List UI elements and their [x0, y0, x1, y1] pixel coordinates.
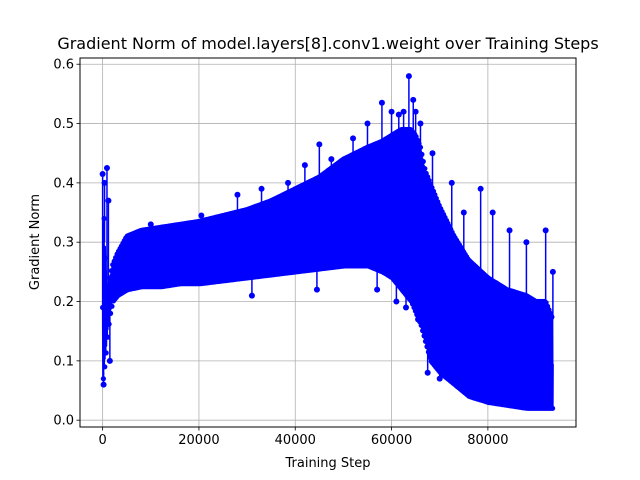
peak-point: [405, 73, 412, 80]
peak-point: [412, 108, 419, 115]
peak-point: [198, 212, 205, 219]
plot-area: [79, 57, 577, 428]
peak-point: [101, 179, 108, 186]
data-point: [420, 328, 426, 334]
dip-point: [393, 298, 400, 305]
data-point: [420, 158, 426, 165]
peak-point: [105, 197, 112, 204]
peak-point: [285, 179, 292, 186]
peak-point: [549, 268, 556, 275]
peak-point: [400, 108, 407, 115]
peak-point: [460, 209, 467, 216]
x-tick-label: 80000: [467, 433, 508, 448]
peak-point: [364, 120, 371, 127]
dip-point: [248, 292, 255, 299]
data-point: [549, 314, 555, 320]
data-point: [427, 354, 433, 360]
dip-point: [106, 357, 113, 364]
dip-point: [374, 286, 381, 293]
x-tick-label: 60000: [371, 433, 412, 448]
dip-point: [424, 369, 431, 376]
peak-point: [103, 165, 110, 172]
data-point: [100, 304, 106, 311]
y-axis-label: Gradient Norm: [28, 194, 43, 290]
data-point: [105, 285, 111, 292]
x-tick-label: 20000: [178, 433, 219, 448]
data-point: [105, 334, 111, 340]
y-tick-label: 0.4: [53, 176, 74, 191]
peak-point: [378, 99, 385, 106]
peak-point: [388, 108, 395, 115]
y-axis: 0.0 0.1 0.2 0.3 0.4 0.5 0.6: [53, 58, 80, 429]
peak-point: [301, 162, 308, 169]
data-point: [422, 338, 429, 344]
dip-point: [415, 316, 422, 323]
peak-point: [523, 239, 530, 246]
y-tick-label: 0.2: [53, 295, 74, 310]
peak-point: [350, 135, 357, 142]
peak-point: [258, 185, 265, 192]
peak-point: [477, 185, 484, 192]
x-axis-label: Training Step: [284, 456, 370, 471]
y-tick-label: 0.5: [53, 117, 74, 132]
data-point: [108, 268, 114, 274]
peak-point: [99, 170, 106, 177]
series-gradient-norm: [99, 73, 556, 411]
data-point: [102, 364, 108, 370]
x-tick-label: 40000: [275, 433, 316, 448]
data-point: [422, 166, 428, 172]
data-point: [106, 321, 112, 327]
peak-point: [417, 120, 424, 127]
data-point: [421, 333, 427, 339]
data-point: [424, 344, 430, 350]
peak-point: [410, 96, 417, 103]
data-point: [418, 322, 424, 328]
peak-point: [328, 156, 335, 163]
peak-point: [489, 209, 496, 216]
data-point: [417, 144, 424, 150]
dip-point: [100, 381, 107, 388]
peak-point: [234, 191, 241, 198]
dip-point: [403, 304, 410, 311]
peak-point: [395, 111, 402, 118]
x-axis: 0 20000 40000 60000 80000: [98, 427, 509, 448]
x-tick-label: 0: [98, 433, 106, 448]
y-tick-label: 0.0: [53, 414, 74, 429]
y-tick-label: 0.6: [53, 58, 74, 73]
peak-point: [506, 227, 513, 234]
y-tick-label: 0.1: [53, 354, 74, 369]
peak-point: [316, 141, 323, 148]
y-tick-label: 0.3: [53, 236, 74, 251]
data-point: [550, 405, 556, 411]
data-point: [419, 151, 425, 157]
peak-point: [542, 227, 549, 234]
dip-point: [313, 286, 320, 293]
peak-point: [147, 221, 154, 228]
dip-point: [436, 375, 443, 382]
data-point: [109, 303, 115, 309]
chart-title: Gradient Norm of model.layers[8].conv1.w…: [57, 34, 598, 53]
data-point: [103, 350, 109, 356]
peak-point: [448, 179, 455, 186]
peak-point: [429, 150, 436, 157]
